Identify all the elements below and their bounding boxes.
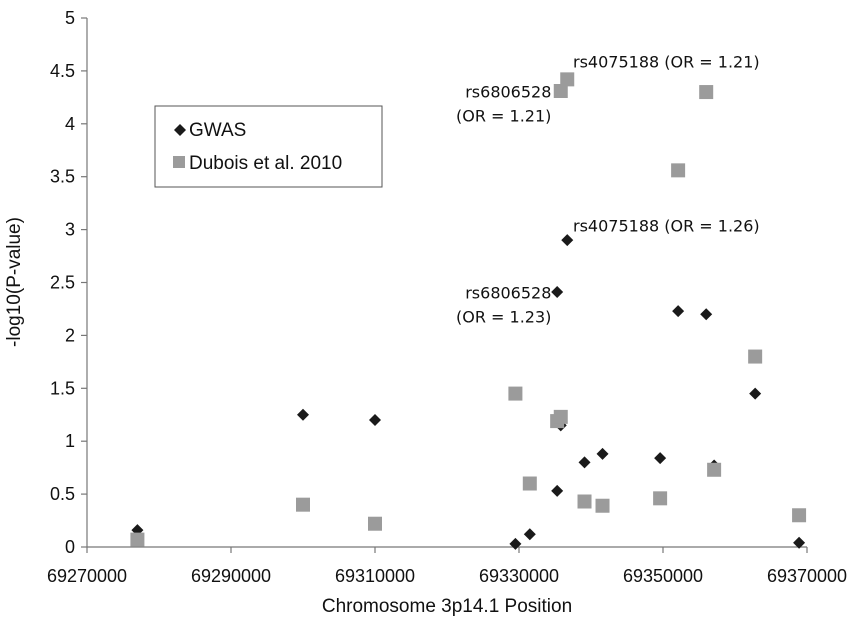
- x-tick-label: 69350000: [623, 566, 703, 586]
- annotation-label: (OR = 1.21): [456, 106, 551, 125]
- annotations: rs4075188 (OR = 1.21) rs6806528 (OR = 1.21…: [456, 53, 760, 327]
- x-tick-label: 69310000: [335, 566, 415, 586]
- legend: GWAS Dubois et al. 2010: [154, 105, 383, 188]
- x-tick-label: 69370000: [767, 566, 847, 586]
- annotation-label: rs6806528: [465, 283, 551, 302]
- y-tick-label: 2: [65, 325, 75, 345]
- dubois-point: [653, 491, 668, 506]
- y-tick-label: 4.5: [50, 61, 75, 81]
- dubois-point: [577, 494, 592, 509]
- y-tick-label: 0.5: [50, 484, 75, 504]
- legend-dubois-square-icon: [173, 156, 185, 168]
- dubois-points: [130, 72, 807, 547]
- gwas-point: [749, 387, 762, 400]
- gwas-point: [700, 308, 713, 321]
- gwas-point: [509, 537, 522, 550]
- y-tick-label: 4: [65, 114, 75, 134]
- gwas-point: [369, 414, 381, 427]
- y-tick-label: 5: [65, 8, 75, 28]
- dubois-point: [553, 409, 568, 424]
- gwas-point: [654, 452, 667, 465]
- x-tick-label: 69290000: [191, 566, 271, 586]
- legend-dubois-label: Dubois et al. 2010: [189, 153, 342, 174]
- dubois-point: [553, 84, 568, 99]
- dubois-point: [522, 476, 537, 491]
- gwas-point: [561, 234, 574, 247]
- dubois-point: [296, 497, 310, 512]
- gwas-point: [793, 536, 806, 549]
- annotation-label: (OR = 1.23): [456, 307, 551, 326]
- gwas-point: [551, 484, 564, 497]
- x-tick-label: 69270000: [47, 566, 127, 586]
- dubois-point: [792, 508, 807, 523]
- gwas-point: [596, 447, 609, 460]
- dubois-point: [671, 163, 686, 178]
- dubois-point: [560, 72, 575, 87]
- y-axis-title: -log10(P-value): [4, 217, 25, 347]
- y-tick-label: 0: [65, 537, 75, 557]
- dubois-point: [508, 386, 523, 401]
- y-tick-label: 1: [65, 431, 75, 451]
- dubois-point: [130, 532, 145, 547]
- annotation-label: rs4075188 (OR = 1.26): [573, 217, 760, 236]
- annotation-label: rs4075188 (OR = 1.21): [573, 53, 760, 72]
- y-tick-label: 1.5: [50, 378, 75, 398]
- dubois-point: [368, 516, 382, 531]
- annotation-label: rs6806528: [465, 82, 551, 101]
- dubois-point: [699, 85, 714, 100]
- gwas-point: [297, 408, 309, 421]
- y-tick-label: 3: [65, 220, 75, 240]
- gwas-point: [551, 286, 564, 299]
- x-axis-title: Chromosome 3p14.1 Position: [322, 596, 572, 617]
- x-ticks: 69270000 69290000 69310000 69330000 69350000…: [47, 547, 847, 586]
- y-tick-label: 2.5: [50, 273, 75, 293]
- y-tick-label: 3.5: [50, 167, 75, 187]
- dubois-point: [748, 349, 763, 364]
- gwas-point: [672, 305, 685, 318]
- gwas-point: [523, 528, 536, 541]
- legend-box: [154, 105, 383, 188]
- legend-gwas-diamond-icon: [174, 124, 186, 136]
- legend-gwas-label: GWAS: [189, 120, 246, 141]
- gwas-point: [578, 456, 591, 469]
- y-ticks: 0 0.5 1 1.5 2 2.5 3 3.5 4 4.5 5: [50, 8, 87, 557]
- dubois-point: [707, 462, 722, 477]
- x-tick-label: 69330000: [479, 566, 559, 586]
- dubois-point: [595, 498, 610, 513]
